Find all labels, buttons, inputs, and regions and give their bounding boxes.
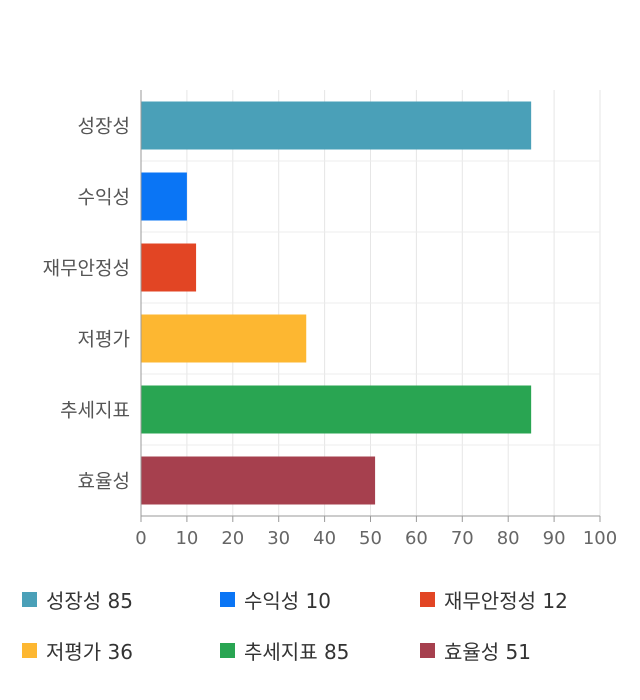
legend-item-undervaluation: 저평가 36	[22, 635, 133, 665]
chart-legend: 성장성 85 수익성 10 재무안정성 12 저평가 36 추세지표 85 효율…	[0, 578, 640, 688]
x-tick-label: 60	[405, 528, 428, 549]
bar	[141, 314, 307, 363]
legend-label: 재무안정성 12	[444, 588, 568, 613]
x-tick-label: 100	[583, 528, 617, 549]
x-tick-label: 0	[135, 528, 146, 549]
category-label: 저평가	[78, 329, 130, 351]
chart-grid	[141, 90, 601, 516]
category-label: 수익성	[78, 187, 130, 209]
legend-label: 수익성 10	[244, 588, 332, 613]
bar	[141, 456, 376, 505]
x-tick-label: 90	[543, 528, 566, 549]
legend-item-growth: 성장성 85	[22, 584, 133, 614]
x-tick-label: 80	[497, 528, 520, 549]
legend-swatch	[22, 642, 37, 658]
x-tick-label: 70	[451, 528, 474, 549]
legend-label: 성장성 85	[46, 588, 134, 613]
bar	[141, 172, 187, 221]
bar	[141, 101, 532, 150]
legend-swatch	[22, 591, 37, 607]
legend-swatch	[420, 642, 435, 658]
legend-item-trend-indicator: 추세지표 85	[220, 635, 349, 665]
legend-swatch	[420, 591, 435, 607]
legend-item-financial-stability: 재무안정성 12	[420, 584, 568, 614]
x-tick-label: 40	[313, 528, 336, 549]
x-tick-label: 10	[175, 528, 198, 549]
legend-label: 저평가 36	[46, 639, 134, 664]
category-label: 효율성	[78, 471, 130, 493]
x-tick-label: 30	[267, 528, 290, 549]
legend-label: 추세지표 85	[244, 639, 350, 664]
category-label: 추세지표	[60, 400, 130, 422]
x-tick-label: 50	[359, 528, 382, 549]
legend-swatch	[220, 591, 235, 607]
category-label: 성장성	[78, 116, 130, 138]
category-label: 재무안정성	[43, 258, 130, 280]
legend-label: 효율성 51	[444, 639, 532, 664]
bar	[141, 385, 532, 434]
legend-item-profitability: 수익성 10	[220, 584, 331, 614]
chart-bars	[141, 101, 532, 505]
legend-swatch	[220, 642, 235, 658]
x-tick-label: 20	[221, 528, 244, 549]
bar	[141, 243, 197, 292]
legend-item-efficiency: 효율성 51	[420, 635, 531, 665]
